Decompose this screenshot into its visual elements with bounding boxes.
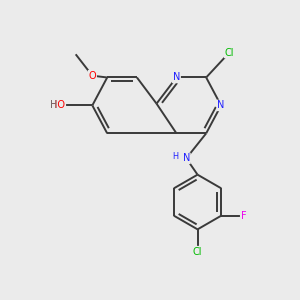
Text: H: H	[172, 152, 178, 161]
Text: N: N	[183, 153, 190, 163]
Text: Cl: Cl	[225, 47, 234, 58]
Text: Cl: Cl	[193, 247, 202, 256]
Text: H: H	[50, 100, 58, 110]
Text: N: N	[173, 73, 180, 82]
Text: F: F	[241, 211, 246, 221]
Text: N: N	[217, 100, 225, 110]
Text: HO: HO	[50, 100, 65, 110]
Text: O: O	[88, 71, 96, 81]
